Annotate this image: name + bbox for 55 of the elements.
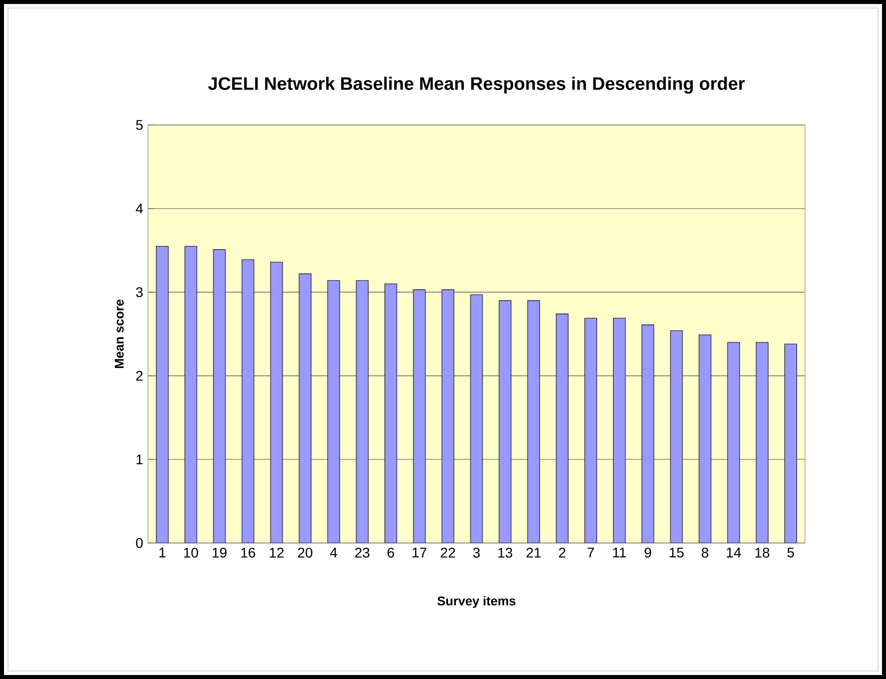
bar [670,330,683,543]
x-tick-label: 19 [212,548,227,558]
x-tick-label: 22 [440,548,456,558]
x-tick-label: 10 [184,548,198,558]
x-tick-label: 11 [613,548,626,558]
bar [270,262,283,543]
bar [384,284,398,543]
x-tick-label: 9 [644,548,652,558]
x-tick-label: 17 [412,548,426,558]
bar [298,274,312,543]
bar [442,289,454,543]
x-tick-label: 16 [241,548,256,558]
bar [727,342,740,543]
x-tick-label: 1 [159,548,166,558]
x-tick-label: 5 [787,548,794,558]
bar [756,342,768,543]
x-tick-label: 20 [298,548,312,558]
x-tick-label: 7 [588,548,594,558]
x-tick-label: 2 [559,548,566,558]
bar [156,246,169,543]
bar [327,280,340,543]
x-tick-label: 8 [702,548,708,558]
chart-title: JCELI Network Baseline Mean Responses in Descending order [208,76,745,94]
y-tick-label: 5 [136,120,143,130]
x-axis-title: Survey items [437,596,516,608]
x-tick-label: 14 [726,548,741,558]
y-tick-label: 0 [136,538,143,548]
y-tick-label: 1 [136,454,143,464]
bar [413,289,426,543]
bar [242,259,254,543]
x-tick-label: 6 [388,548,394,558]
bar [698,334,712,543]
x-tick-label: 12 [270,548,284,558]
y-tick-label: 2 [136,370,143,381]
y-tick-label: 3 [136,287,143,298]
bar [356,280,369,543]
x-tick-label: 21 [526,548,541,558]
bar [470,294,483,543]
x-tick-label: 18 [755,548,770,558]
bar [556,314,568,543]
bar [527,300,540,543]
bar [642,324,654,543]
x-tick-label: 3 [473,548,480,558]
y-tick-label: 4 [136,204,143,214]
x-tick-label: 15 [670,548,684,558]
bar [613,318,626,543]
x-tick-label: 4 [330,548,338,558]
bar [213,249,226,543]
bar [498,300,512,543]
y-axis-title: Mean score [114,300,124,368]
x-tick-label: 13 [498,548,512,558]
bar [184,246,198,543]
bar [784,344,797,543]
x-tick-label: 23 [355,548,370,558]
bar [584,318,598,543]
